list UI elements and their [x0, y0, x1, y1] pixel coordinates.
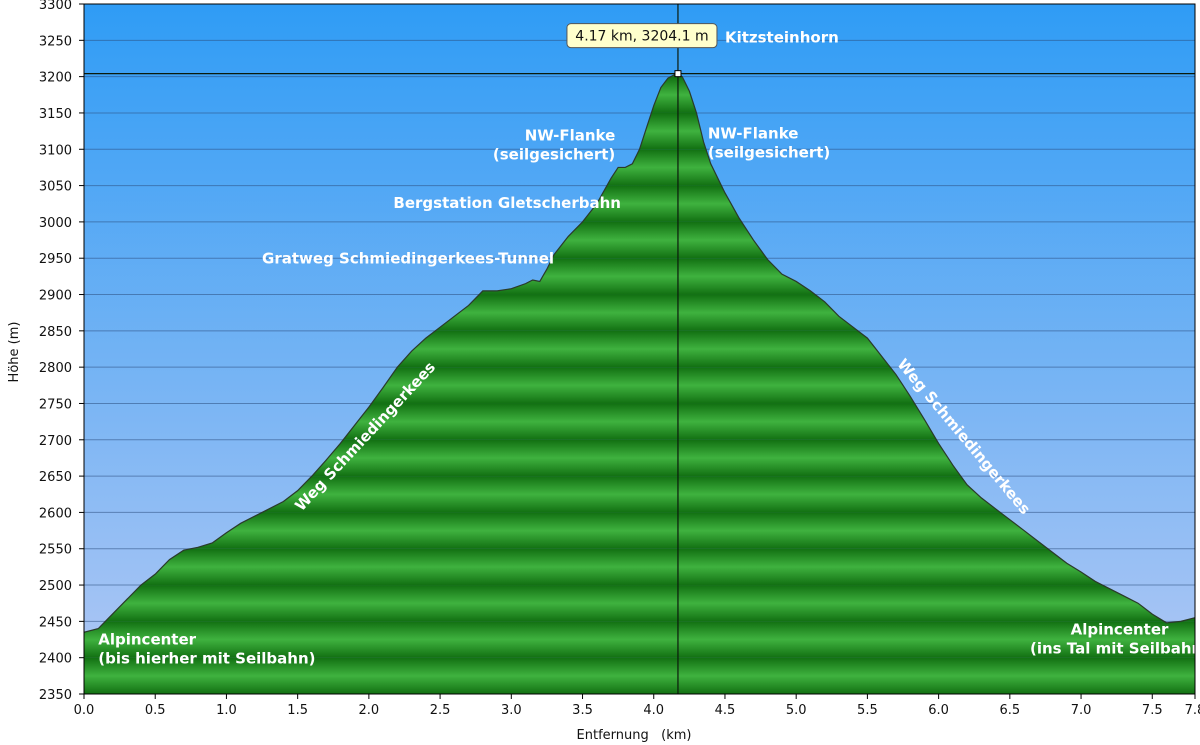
annotation-line: Bergstation Gletscherbahn: [393, 194, 621, 212]
annotation-line: (ins Tal mit Seilbahn): [1030, 639, 1200, 657]
x-tick-label: 0.0: [74, 703, 95, 718]
tooltip-text: 4.17 km, 3204.1 m: [575, 29, 708, 45]
y-tick-label: 2350: [39, 688, 72, 703]
x-tick-label: 3.0: [501, 703, 522, 718]
y-tick-label: 3050: [39, 180, 72, 195]
crosshair-marker: [674, 70, 682, 78]
annotation: NW-Flanke (seilgesichert): [708, 124, 830, 161]
annotation-line: (seilgesichert): [493, 146, 615, 164]
tooltip-box: [566, 23, 718, 49]
y-tick-label: 2550: [39, 543, 72, 558]
y-tick-label: 2700: [39, 434, 72, 449]
annotation: NW-Flanke(seilgesichert): [493, 127, 615, 164]
y-tick-label: 2850: [39, 325, 72, 340]
terrain-band: [84, 621, 1195, 658]
terrain-band: [84, 657, 1195, 694]
x-tick-label: 4.5: [715, 703, 736, 718]
x-tick-label: 6.0: [928, 703, 949, 718]
y-tick-label: 2450: [39, 615, 72, 630]
annotation-line: Gratweg Schmiedingerkees-Tunnel: [262, 249, 554, 267]
y-tick-label: 3150: [39, 107, 72, 122]
x-tick-label: 7.0: [1071, 703, 1092, 718]
x-axis: 0.0 0.5 1.0 1.5 2.0 2.5 3.0 3.5 4.0 4.5 5.0 5.5 6.0 6…: [74, 694, 1200, 718]
x-tick-label: 1.0: [216, 703, 237, 718]
annotation-line: NW-Flanke: [708, 124, 799, 142]
y-tick-label: 2750: [39, 397, 72, 412]
annotation-line: Alpincenter: [1071, 620, 1169, 638]
y-tick-label: 2900: [39, 289, 72, 304]
x-tick-label: 5.5: [857, 703, 878, 718]
y-tick-label: 3300: [39, 0, 72, 13]
plot-frame: [83, 3, 1196, 695]
x-tick-label: 1.5: [287, 703, 308, 718]
annotation: Gratweg Schmiedingerkees-Tunnel: [262, 249, 554, 267]
x-tick-label: 2.0: [359, 703, 380, 718]
y-tick-label: 2950: [39, 252, 72, 267]
annotation-line: Alpincenter: [98, 631, 196, 649]
terrain-band: [84, 585, 1195, 622]
annotation-line: (seilgesichert): [708, 143, 830, 161]
y-tick-label: 3000: [39, 216, 72, 231]
annotation: Bergstation Gletscherbahn: [393, 194, 621, 212]
crosshair-layer: [84, 4, 1195, 694]
annotation-line: (bis hierher mit Seilbahn): [98, 650, 315, 668]
y-tick-label: 2600: [39, 506, 72, 521]
x-tick-label: 2.5: [430, 703, 451, 718]
y-tick-label: 2400: [39, 652, 72, 667]
y-tick-label: 2500: [39, 579, 72, 594]
x-tick-label: 6.5: [999, 703, 1020, 718]
tooltip-layer: 4.17 km, 3204.1 m: [566, 23, 718, 49]
annotation: Kitzsteinhorn: [725, 28, 839, 46]
x-tick-label: 0.5: [145, 703, 166, 718]
y-axis-title: Höhe (m): [7, 322, 22, 383]
y-tick-label: 2650: [39, 470, 72, 485]
y-tick-label: 3100: [39, 143, 72, 158]
y-tick-label: 2800: [39, 361, 72, 376]
y-tick-label: 3250: [39, 34, 72, 49]
terrain-band: [84, 548, 1195, 586]
x-tick-label: 3.5: [572, 703, 593, 718]
x-tick-label: 7.5: [1142, 703, 1163, 718]
annotation-line: Kitzsteinhorn: [725, 28, 839, 46]
annotation-line: NW-Flanke: [525, 127, 616, 145]
annotation: Alpincenter(bis hierher mit Seilbahn): [98, 631, 315, 668]
elevation-line: [84, 73, 1195, 633]
x-axis-title: Entfernung (km): [577, 728, 692, 743]
x-tick-label: 7.8: [1185, 703, 1200, 718]
annotation: Alpincenter(ins Tal mit Seilbahn): [1030, 620, 1200, 657]
x-tick-label: 4.0: [643, 703, 664, 718]
x-tick-label: 5.0: [786, 703, 807, 718]
y-axis: 2350 2400 2450 2500 2550 2600 2650 2700 2750 2800…: [39, 0, 84, 703]
y-tick-label: 3200: [39, 71, 72, 86]
